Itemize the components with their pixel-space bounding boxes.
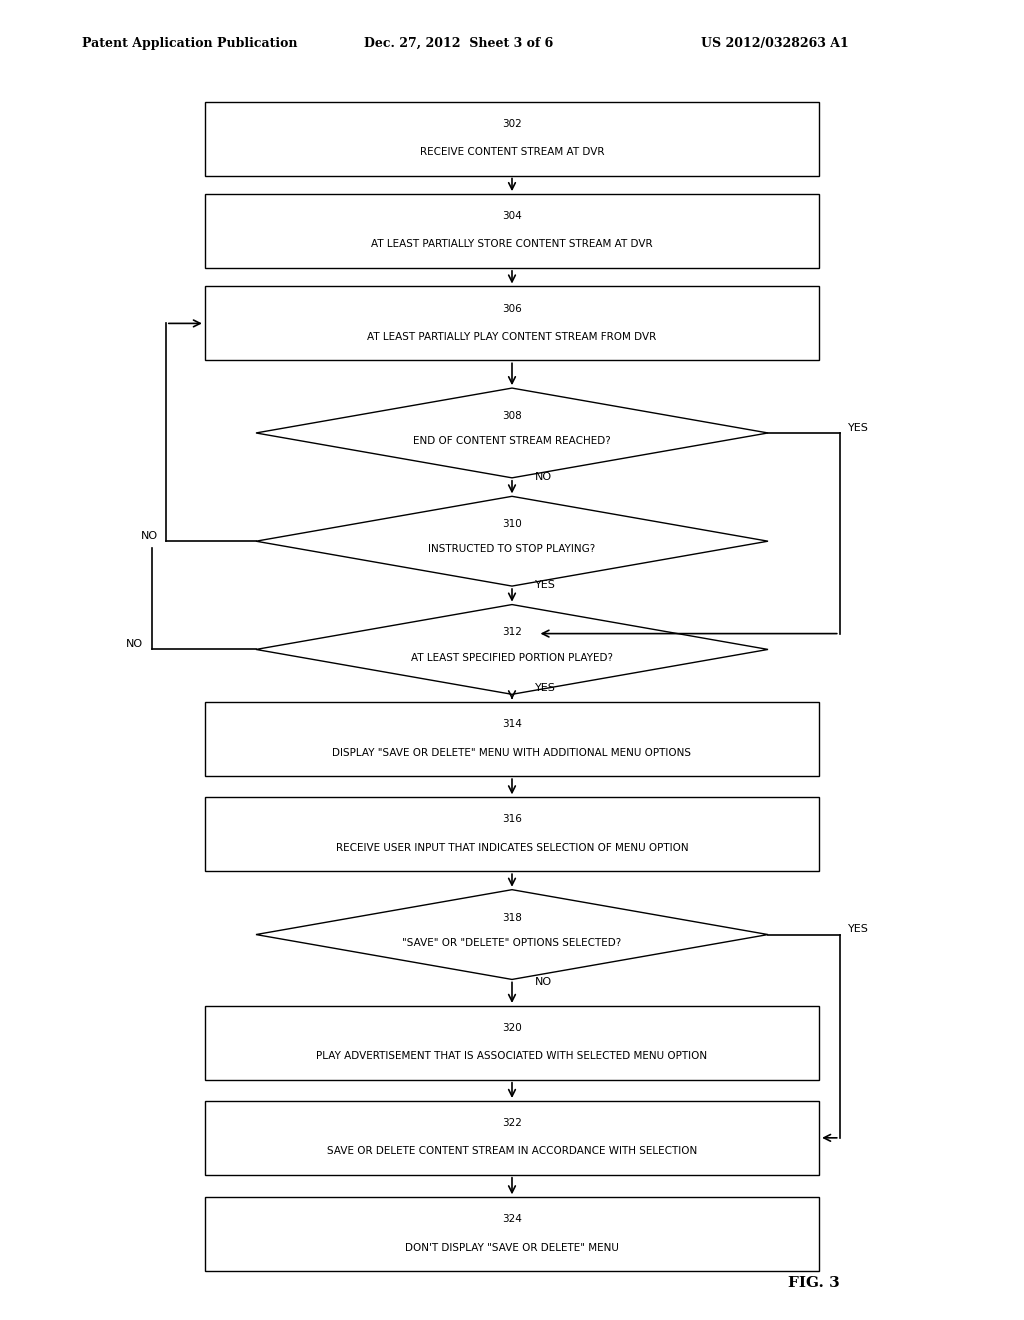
Text: AT LEAST SPECIFIED PORTION PLAYED?: AT LEAST SPECIFIED PORTION PLAYED? xyxy=(411,652,613,663)
Text: NO: NO xyxy=(535,471,552,482)
Text: YES: YES xyxy=(535,682,555,693)
Text: Dec. 27, 2012  Sheet 3 of 6: Dec. 27, 2012 Sheet 3 of 6 xyxy=(364,37,553,50)
Polygon shape xyxy=(256,496,768,586)
Text: RECEIVE USER INPUT THAT INDICATES SELECTION OF MENU OPTION: RECEIVE USER INPUT THAT INDICATES SELECT… xyxy=(336,842,688,853)
Text: RECEIVE CONTENT STREAM AT DVR: RECEIVE CONTENT STREAM AT DVR xyxy=(420,147,604,157)
Bar xyxy=(205,1197,819,1271)
Polygon shape xyxy=(256,890,768,979)
Bar xyxy=(205,1101,819,1175)
Text: 304: 304 xyxy=(502,211,522,222)
Text: INSTRUCTED TO STOP PLAYING?: INSTRUCTED TO STOP PLAYING? xyxy=(428,544,596,554)
Text: DISPLAY "SAVE OR DELETE" MENU WITH ADDITIONAL MENU OPTIONS: DISPLAY "SAVE OR DELETE" MENU WITH ADDIT… xyxy=(333,747,691,758)
Text: 310: 310 xyxy=(502,519,522,529)
Text: US 2012/0328263 A1: US 2012/0328263 A1 xyxy=(701,37,849,50)
Text: 322: 322 xyxy=(502,1118,522,1129)
Text: 316: 316 xyxy=(502,814,522,825)
Text: PLAY ADVERTISEMENT THAT IS ASSOCIATED WITH SELECTED MENU OPTION: PLAY ADVERTISEMENT THAT IS ASSOCIATED WI… xyxy=(316,1051,708,1061)
Text: AT LEAST PARTIALLY STORE CONTENT STREAM AT DVR: AT LEAST PARTIALLY STORE CONTENT STREAM … xyxy=(371,239,653,249)
Text: NO: NO xyxy=(126,639,143,649)
Polygon shape xyxy=(256,388,768,478)
Polygon shape xyxy=(256,605,768,694)
Text: YES: YES xyxy=(848,422,868,433)
Bar xyxy=(205,102,819,176)
Text: 318: 318 xyxy=(502,912,522,923)
Text: "SAVE" OR "DELETE" OPTIONS SELECTED?: "SAVE" OR "DELETE" OPTIONS SELECTED? xyxy=(402,937,622,948)
Bar xyxy=(205,797,819,871)
Bar xyxy=(205,1006,819,1080)
Text: NO: NO xyxy=(535,977,552,987)
Text: Patent Application Publication: Patent Application Publication xyxy=(82,37,297,50)
Text: 302: 302 xyxy=(502,119,522,129)
Text: YES: YES xyxy=(848,924,868,935)
Text: YES: YES xyxy=(535,579,555,590)
Text: END OF CONTENT STREAM REACHED?: END OF CONTENT STREAM REACHED? xyxy=(413,436,611,446)
Text: SAVE OR DELETE CONTENT STREAM IN ACCORDANCE WITH SELECTION: SAVE OR DELETE CONTENT STREAM IN ACCORDA… xyxy=(327,1146,697,1156)
Text: 320: 320 xyxy=(502,1023,522,1034)
Text: AT LEAST PARTIALLY PLAY CONTENT STREAM FROM DVR: AT LEAST PARTIALLY PLAY CONTENT STREAM F… xyxy=(368,331,656,342)
Bar xyxy=(205,286,819,360)
Text: 308: 308 xyxy=(502,411,522,421)
Text: 312: 312 xyxy=(502,627,522,638)
Text: 314: 314 xyxy=(502,719,522,730)
Text: FIG. 3: FIG. 3 xyxy=(788,1276,840,1290)
Bar xyxy=(205,194,819,268)
Text: DON'T DISPLAY "SAVE OR DELETE" MENU: DON'T DISPLAY "SAVE OR DELETE" MENU xyxy=(406,1242,618,1253)
Text: 324: 324 xyxy=(502,1214,522,1225)
Bar xyxy=(205,702,819,776)
Text: 306: 306 xyxy=(502,304,522,314)
Text: NO: NO xyxy=(140,531,158,541)
